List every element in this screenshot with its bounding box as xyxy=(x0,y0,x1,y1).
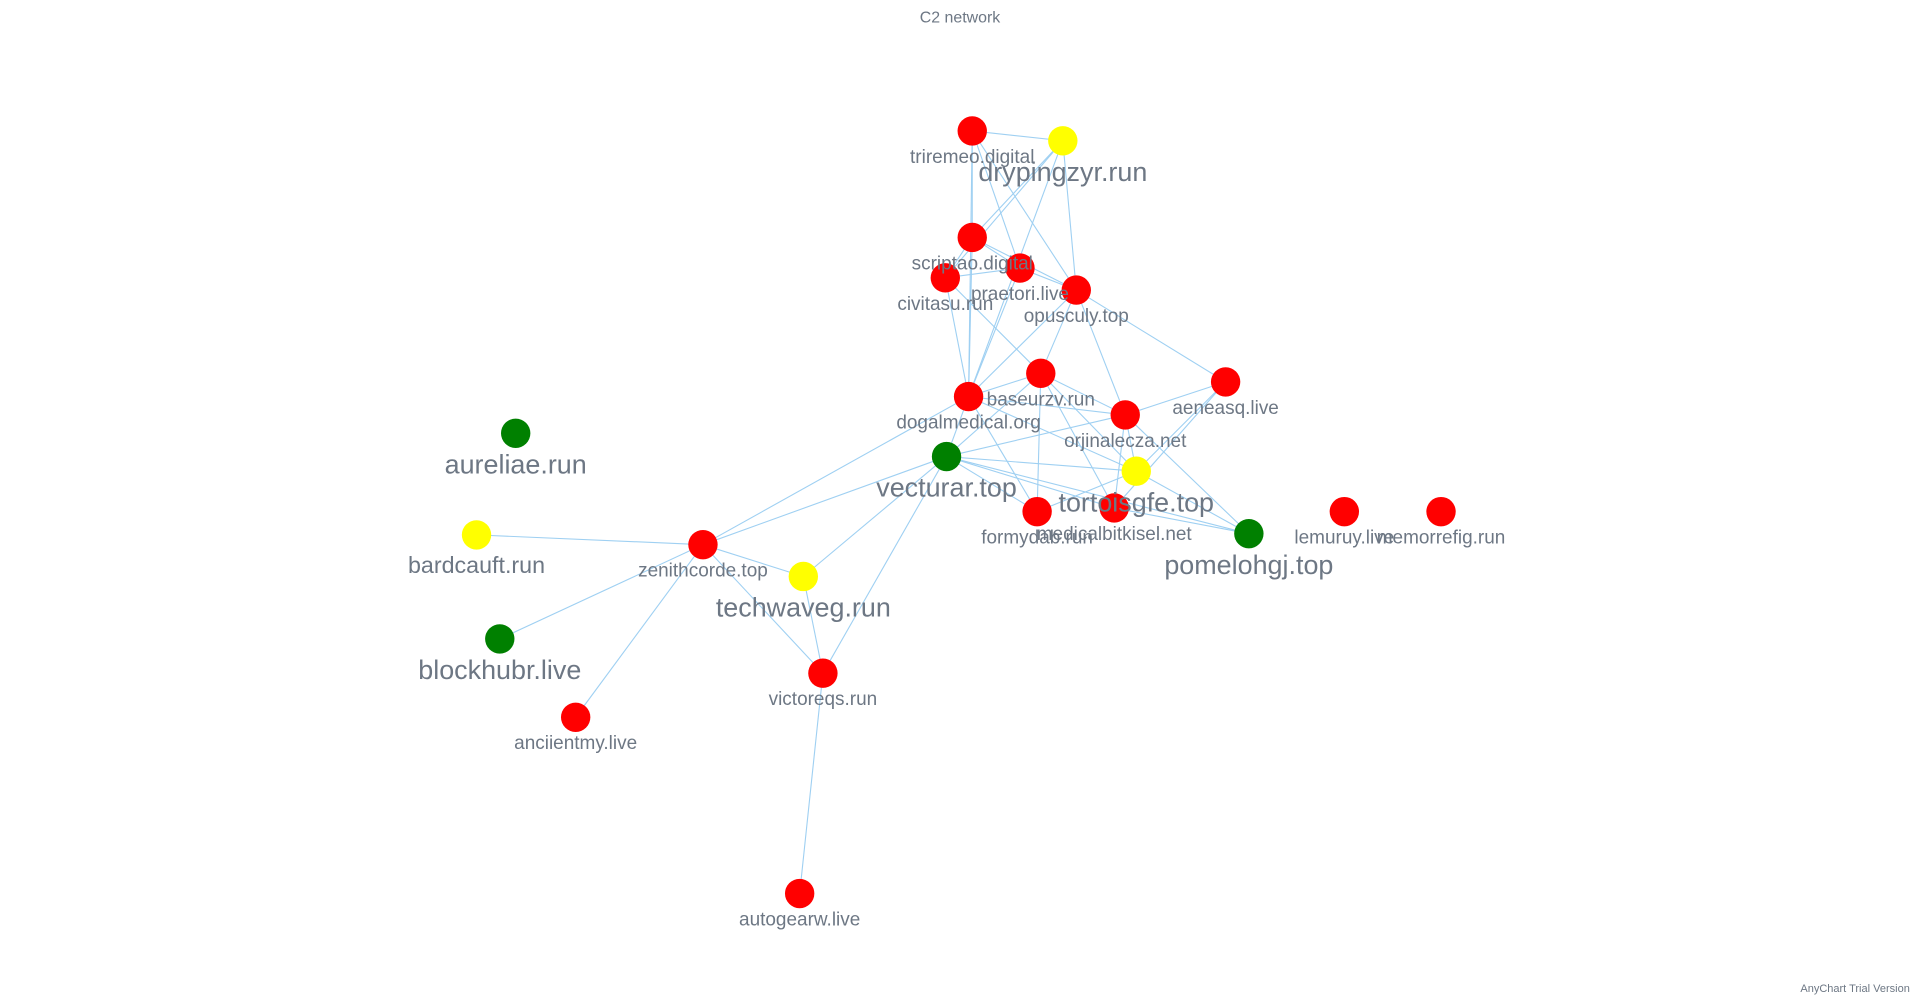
edge xyxy=(972,130,1063,142)
node xyxy=(1005,253,1035,283)
edge xyxy=(1113,381,1227,509)
edge xyxy=(968,237,973,397)
edge xyxy=(1075,289,1126,416)
node xyxy=(1426,496,1456,527)
edge xyxy=(476,534,703,546)
node-label: orjinalecza.net xyxy=(1064,431,1187,452)
edge xyxy=(968,396,1137,472)
edge xyxy=(968,267,1021,397)
node xyxy=(953,381,984,412)
node xyxy=(1061,275,1091,305)
edge xyxy=(1135,381,1226,472)
node xyxy=(1099,493,1129,523)
node xyxy=(1121,456,1151,486)
node xyxy=(1022,496,1052,527)
node xyxy=(1234,518,1264,549)
node-label: opusculy.top xyxy=(1024,306,1129,327)
node-label: vecturar.top xyxy=(876,473,1017,503)
node xyxy=(788,561,819,592)
node-label: techwaveg.run xyxy=(716,593,891,623)
edge xyxy=(968,289,1077,397)
edge xyxy=(1062,140,1077,291)
edge xyxy=(1124,414,1250,535)
node xyxy=(957,222,987,253)
node-label: civitasu.run xyxy=(897,294,993,315)
node xyxy=(485,624,515,654)
edge xyxy=(499,544,704,640)
edge xyxy=(802,576,824,674)
edge xyxy=(802,456,947,577)
graph-title: C2 network xyxy=(920,10,1000,27)
edge xyxy=(702,456,947,546)
edge xyxy=(946,414,1126,458)
node-label: zenithcorde.top xyxy=(638,561,768,582)
node-label: drypingzyr.run xyxy=(978,157,1147,187)
edge xyxy=(1040,289,1077,374)
node-label: medicalbitkisel.net xyxy=(1037,524,1193,545)
node-label: tortoisgfe.top xyxy=(1058,487,1214,517)
node xyxy=(784,878,815,909)
edge xyxy=(702,396,969,546)
edge xyxy=(946,372,1042,457)
edge xyxy=(799,673,824,894)
edge xyxy=(944,140,1064,279)
node xyxy=(461,520,492,550)
watermark: AnyChart Trial Version xyxy=(1800,983,1909,995)
node-label: victoreqs.run xyxy=(769,689,878,710)
node xyxy=(957,116,987,146)
node-label: scriptao.digital xyxy=(912,253,1033,274)
edge xyxy=(971,130,1077,291)
edge xyxy=(968,396,1038,512)
edge xyxy=(971,140,1064,238)
node xyxy=(688,529,718,560)
node xyxy=(1210,367,1241,397)
edge xyxy=(1113,414,1126,509)
edge xyxy=(575,544,704,718)
node xyxy=(930,263,960,293)
node-label: pomelohgj.top xyxy=(1164,550,1333,580)
edge xyxy=(1125,381,1226,416)
edge xyxy=(944,277,970,397)
node-label: praetori.live xyxy=(971,284,1069,305)
edge xyxy=(1036,373,1042,512)
node xyxy=(1048,126,1078,156)
node-label: blockhubr.live xyxy=(418,655,581,685)
edge xyxy=(1036,470,1137,513)
node xyxy=(808,658,838,688)
edge xyxy=(1075,289,1226,383)
edge xyxy=(822,456,948,674)
node-label: bardcauft.run xyxy=(408,552,545,578)
node xyxy=(1110,400,1140,430)
edge xyxy=(971,130,1021,269)
node-label: dogalmedical.org xyxy=(896,413,1040,434)
node xyxy=(560,702,591,732)
node-label: formydab.run xyxy=(981,528,1093,549)
node xyxy=(1329,496,1360,527)
node xyxy=(931,441,962,472)
edge xyxy=(1040,372,1126,416)
edge xyxy=(702,544,824,674)
node-label: anciientmy.live xyxy=(514,733,637,754)
edge xyxy=(946,456,1249,535)
edge xyxy=(946,456,1038,513)
node xyxy=(501,418,531,448)
edge xyxy=(944,277,1042,374)
edge xyxy=(946,455,1137,472)
edge xyxy=(1114,507,1249,535)
node xyxy=(1026,358,1056,389)
edge xyxy=(1135,470,1250,535)
node-label: aeneasq.live xyxy=(1172,398,1279,419)
node-label: aureliae.run xyxy=(445,449,587,479)
node-label: triremeo.digital xyxy=(910,147,1034,168)
edge xyxy=(968,396,1126,416)
edge xyxy=(946,456,1115,509)
node-label: lemuruy.live xyxy=(1294,528,1394,549)
edge xyxy=(702,544,804,578)
node-label: autogearw.live xyxy=(739,909,860,930)
node-label: baseurzv.run xyxy=(987,389,1095,410)
node-label: memorrefig.run xyxy=(1377,528,1506,549)
